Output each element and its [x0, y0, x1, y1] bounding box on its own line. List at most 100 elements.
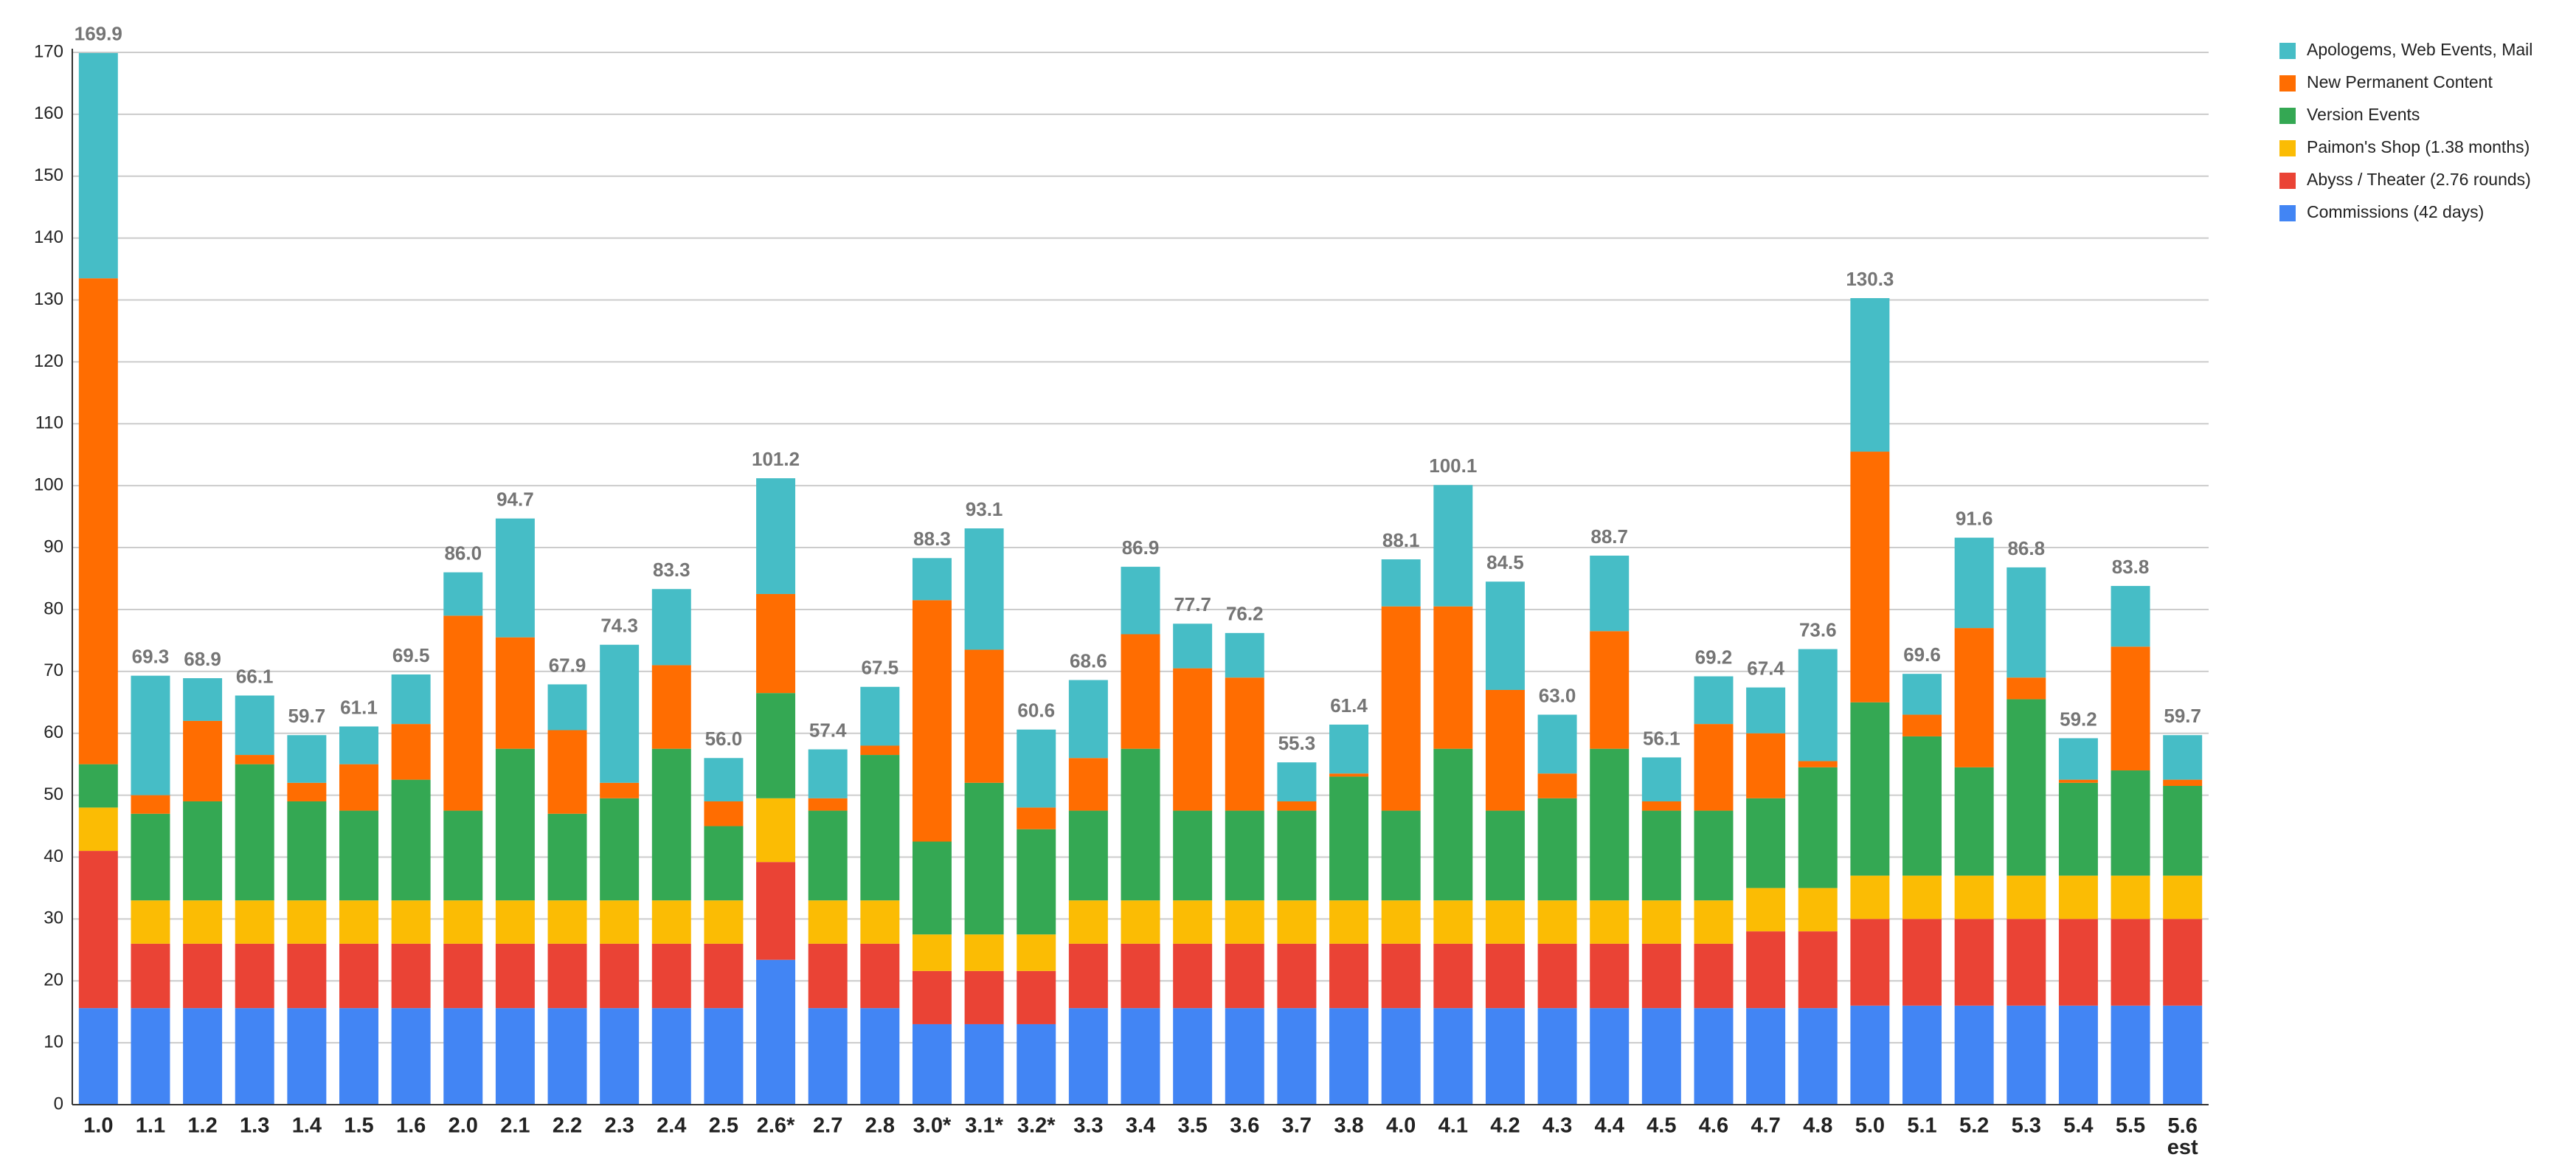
bar-segment [1954, 919, 1994, 1006]
bar-segment [1225, 632, 1264, 678]
bar-segment [2058, 875, 2098, 919]
bar-segment [235, 1008, 274, 1105]
bar-segment [2111, 646, 2150, 771]
total-label: 83.3 [653, 559, 690, 581]
x-tick-label: 4.5 [1647, 1114, 1676, 1138]
bar-segment [1954, 1005, 1994, 1105]
y-tick-label: 110 [35, 413, 63, 433]
x-tick-label: 2.7 [813, 1114, 842, 1138]
bar-segment [495, 1008, 535, 1105]
x-tick-label: 5.3 [2012, 1114, 2041, 1138]
bar-segment [1798, 761, 1838, 767]
x-tick-label: 4.2 [1490, 1114, 1520, 1138]
bar-segment [2163, 1005, 2203, 1105]
bar-segment [808, 900, 848, 944]
total-label: 59.7 [2164, 705, 2201, 727]
bar-segment [1433, 606, 1473, 749]
bar-segment [1746, 931, 1786, 1009]
legend-swatch [2279, 75, 2296, 92]
total-label: 74.3 [600, 615, 638, 637]
bar-segment [912, 600, 952, 842]
bar-segment [547, 684, 587, 731]
bar-segment [547, 1008, 587, 1105]
bar-segment [2007, 677, 2046, 700]
bar-segment [1798, 649, 1838, 762]
bar-segment [1277, 801, 1317, 811]
bar-segment [1017, 970, 1056, 1024]
bar-segment [1173, 1008, 1213, 1105]
bar-segment [443, 615, 483, 811]
bar-segment [1641, 900, 1681, 944]
bar-segment [1641, 810, 1681, 901]
bar-segment [1954, 537, 1994, 629]
legend-label: New Permanent Content [2307, 72, 2493, 92]
bar-segment [339, 1008, 378, 1105]
total-label: 69.6 [1903, 643, 1941, 666]
bar-segment [131, 675, 170, 795]
bar-segment [2111, 875, 2150, 919]
y-tick-label: 30 [44, 908, 63, 928]
bar-segment [912, 841, 952, 935]
bar-segment [600, 798, 640, 901]
bar-segment [1537, 943, 1577, 1009]
bar-segment [1433, 485, 1473, 607]
bar-segment [860, 900, 900, 944]
bar-segment [339, 810, 378, 901]
bar-segment [1954, 875, 1994, 919]
x-tick-label: 1.1 [136, 1114, 165, 1138]
bar-segment [704, 826, 744, 901]
bar-segment [651, 589, 691, 666]
bar-segment [235, 943, 274, 1009]
bar-segment [860, 755, 900, 901]
bar-segment [443, 900, 483, 944]
bar-segment [78, 1008, 118, 1105]
total-label: 69.2 [1695, 646, 1733, 668]
bar-segment [1902, 736, 1942, 876]
x-tick-label: 1.0 [83, 1114, 113, 1138]
bar-segment [704, 900, 744, 944]
legend-label: Commissions (42 days) [2307, 202, 2484, 221]
bar-segment [78, 278, 118, 764]
bar-segment [1850, 298, 1890, 452]
bar-segment [339, 900, 378, 944]
y-tick-label: 140 [34, 227, 63, 247]
bar-segment [964, 649, 1004, 783]
bar-segment [1277, 762, 1317, 801]
bar-segment [339, 764, 378, 811]
x-tick-label: 5.0 [1855, 1114, 1885, 1138]
bar-segment [391, 1008, 431, 1105]
bar-segment [756, 593, 796, 694]
bar-segment [808, 943, 848, 1009]
x-tick-label: 4.8 [1803, 1114, 1832, 1138]
bar-segment [1068, 680, 1108, 759]
bar-segment [1433, 943, 1473, 1009]
bar-segment [2111, 586, 2150, 647]
bar-segment [1329, 900, 1369, 944]
bar-segment [339, 726, 378, 764]
bar-segment [2007, 699, 2046, 876]
total-label: 73.6 [1799, 619, 1837, 641]
bar-segment [1381, 900, 1421, 944]
bar-segment [78, 52, 118, 279]
bar-segment [287, 801, 327, 901]
bar-segment [808, 749, 848, 798]
x-tick-label: 3.7 [1282, 1114, 1312, 1138]
bar-segment [704, 758, 744, 801]
bar-segment [1537, 798, 1577, 901]
y-tick-label: 70 [44, 660, 63, 680]
total-label: 67.9 [549, 654, 586, 676]
bar-segment [1902, 674, 1942, 715]
bar-segment [1068, 900, 1108, 944]
bar-segment [1329, 1008, 1369, 1105]
legend-swatch [2279, 140, 2296, 156]
bar-segment [1121, 634, 1160, 749]
total-label: 67.5 [862, 657, 899, 679]
bar-segment [131, 943, 170, 1009]
bar-segment [1017, 1023, 1056, 1105]
bar-segment [2163, 919, 2203, 1006]
x-tick-label: 3.1* [965, 1114, 1003, 1138]
bar-segment [912, 558, 952, 601]
legend-swatch [2279, 43, 2296, 59]
bar-segment [1225, 677, 1264, 811]
bar-segment [1641, 943, 1681, 1009]
